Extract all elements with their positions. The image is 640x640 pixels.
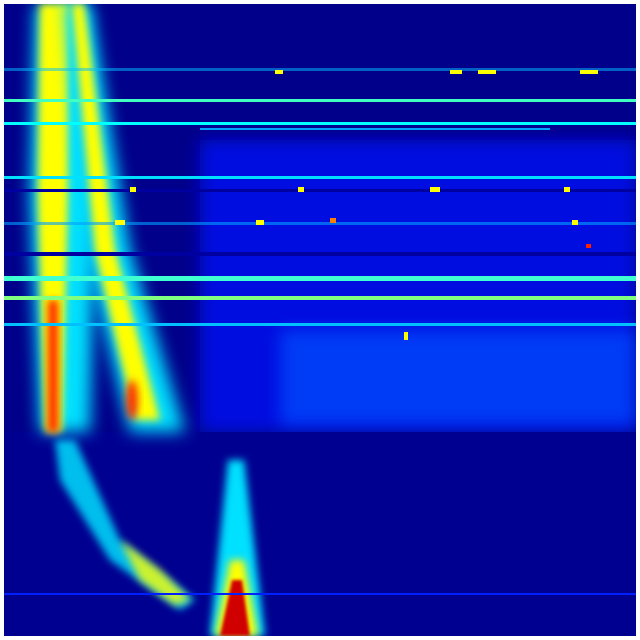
h-line: [4, 222, 636, 225]
h-line: [4, 323, 636, 326]
h-line: [4, 296, 636, 300]
mid-region-bright: [280, 330, 636, 425]
band-2-yellow: [72, 4, 160, 420]
band-3: [55, 440, 195, 610]
h-line: [4, 68, 636, 71]
spot-markers: [115, 70, 598, 340]
h-line: [4, 593, 636, 595]
h-line: [4, 276, 636, 281]
h-line: [200, 128, 550, 130]
h-line: [4, 189, 636, 192]
h-line: [4, 252, 636, 256]
h-line: [4, 99, 636, 102]
h-line: [4, 122, 636, 125]
band-3-yellow: [120, 540, 190, 605]
h-line: [4, 176, 636, 179]
band-2-red: [126, 380, 138, 420]
band-1-red: [48, 300, 58, 432]
